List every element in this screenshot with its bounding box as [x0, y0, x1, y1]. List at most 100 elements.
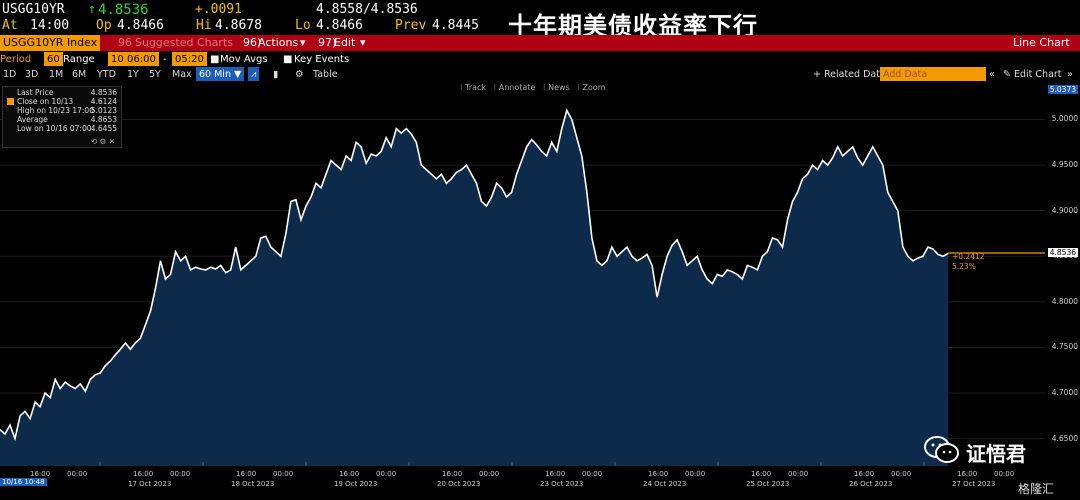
edit-chart-label: Edit Chart [1014, 69, 1062, 80]
annotate-tool[interactable]: ⁝ Annotate [493, 83, 536, 92]
range-1y-button[interactable]: 1Y [127, 69, 139, 80]
x-time-label: 00:00 [67, 470, 88, 478]
range-6m-button[interactable]: 6M [72, 69, 87, 80]
brand-logo: 格隆汇 [1018, 480, 1054, 497]
series-line [0, 108, 949, 442]
edit-number: 97) [318, 36, 337, 49]
bar-chart-icon[interactable]: ▮ [273, 69, 279, 80]
suggested-charts-button[interactable]: Suggested Charts [135, 36, 233, 49]
price-chart[interactable] [0, 83, 1045, 466]
x-time-label: 16:00 [236, 470, 257, 478]
x-date-label: 24 Oct 2023 [643, 480, 687, 488]
y-tick-label: 4.7500 [1051, 342, 1078, 352]
cursor-date-tag: 10/16 10:48 [0, 478, 47, 486]
range-3d-button[interactable]: 3D [25, 69, 39, 80]
actions-number: 96) [243, 36, 262, 49]
x-date-label: 26 Oct 2023 [849, 480, 893, 488]
edit-chart-button[interactable]: ✎ Edit Chart [1000, 67, 1065, 81]
range-1m-button[interactable]: 1M [49, 69, 64, 80]
legend-controls-icon[interactable]: ⟲ ⚙ ✕ [91, 137, 116, 146]
settings-icon[interactable]: ⚙ [295, 69, 304, 80]
x-date-label: 17 Oct 2023 [128, 480, 172, 488]
ticker-symbol[interactable]: USGG10YR [2, 2, 65, 17]
last-price: 4.8536 [98, 2, 149, 18]
range-input[interactable]: 10 [108, 52, 127, 66]
y-tick-label: 4.7000 [1051, 388, 1078, 398]
x-date-label: 23 Oct 2023 [540, 480, 584, 488]
legend-label-low: Low on 10/16 07:00 [17, 124, 92, 133]
key-events-label[interactable]: Key Events [294, 54, 350, 65]
x-time-label: 16:00 [133, 470, 154, 478]
legend-value-average: 4.8653 [90, 115, 117, 124]
at-label: At [2, 18, 18, 33]
interval-dropdown[interactable]: 60 Min ▼ [196, 67, 245, 81]
chart-type-label[interactable]: Line Chart [1013, 36, 1070, 49]
x-date-label: 20 Oct 2023 [437, 480, 481, 488]
legend-label-last: Last Price [17, 88, 54, 97]
legend-value-last: 4.8536 [90, 88, 117, 97]
legend-label-average: Average [17, 115, 48, 124]
add-data-input[interactable]: Add Data [880, 67, 986, 81]
pencil-icon: ✎ [1003, 69, 1011, 80]
legend-label-high: High on 10/23 17:00 [17, 106, 94, 115]
low-value: 4.8466 [316, 18, 363, 33]
y-tick-label: 4.9000 [1051, 205, 1078, 215]
line-chart-icon[interactable]: ⩘ [248, 67, 260, 81]
range-buttons-row: 1D 3D 1M 6M YTD 1Y 5Y Max 60 Min ▼ ⩘ ▮ ⚙… [0, 67, 1080, 83]
time-from-input[interactable]: 06:00 [124, 52, 159, 66]
related-data-button[interactable]: + Related Data [813, 69, 886, 80]
track-tool[interactable]: ⁝ Track [460, 83, 487, 92]
x-time-label: 00:00 [994, 470, 1015, 478]
legend-swatch-close [7, 98, 14, 105]
low-label: Lo [295, 18, 311, 33]
prev-label: Prev [395, 18, 427, 33]
x-time-label: 00:00 [273, 470, 294, 478]
wechat-icon [922, 435, 962, 465]
x-time-label: 16:00 [957, 470, 978, 478]
news-tool[interactable]: ⁝ News [543, 83, 570, 92]
period-input[interactable]: 60 [44, 52, 63, 66]
range-5y-button[interactable]: 5Y [149, 69, 161, 80]
mov-avgs-label[interactable]: Mov Avgs [220, 54, 268, 65]
last-price-tag: 4.8536 [1047, 247, 1078, 257]
edit-menu[interactable]: Edit [334, 36, 356, 49]
time-to-input[interactable]: 05:20 [172, 52, 207, 66]
legend-label-close: Close on 10/13 [17, 97, 74, 106]
top-value-tag: 5.0373 [1047, 85, 1078, 94]
legend-value-close: 4.6124 [90, 97, 117, 106]
y-axis: 4.65004.70004.75004.80004.85004.90004.95… [1045, 83, 1080, 466]
security-field[interactable]: USGG10YR Index [0, 35, 101, 51]
x-time-label: 16:00 [339, 470, 360, 478]
table-button[interactable]: Table [313, 69, 338, 80]
key-events-checkbox-icon[interactable]: ■ [283, 54, 293, 65]
brand-text: 格隆汇 [1018, 482, 1055, 496]
x-time-label: 00:00 [170, 470, 191, 478]
x-time-label: 16:00 [648, 470, 669, 478]
range-max-button[interactable]: Max [172, 69, 192, 80]
change-percent: 5.23% [952, 262, 976, 271]
actions-menu[interactable]: Actions [258, 36, 299, 49]
settings-row: Period 60 Range 10 06:00 - 05:20 ■ Mov A… [0, 52, 1080, 67]
mov-avgs-checkbox-icon[interactable]: ■ [210, 54, 220, 65]
chart-tools: ⁝ Track ⁝ Annotate ⁝ News ⁝ Zoom [460, 83, 606, 92]
y-tick-label: 4.6500 [1051, 433, 1078, 443]
x-time-label: 00:00 [788, 470, 809, 478]
interval-value: 60 Min [199, 69, 231, 80]
high-label: Hi [196, 18, 212, 33]
x-time-label: 16:00 [442, 470, 463, 478]
change-annotation: +0.2412 [952, 252, 985, 261]
y-tick-label: 4.8000 [1051, 296, 1078, 306]
open-value: 4.8466 [117, 18, 164, 33]
quote-header [0, 0, 1080, 35]
range-ytd-button[interactable]: YTD [97, 69, 116, 80]
range-1d-button[interactable]: 1D [3, 69, 17, 80]
x-time-label: 00:00 [479, 470, 500, 478]
zoom-tool[interactable]: ⁝ Zoom [577, 83, 606, 92]
collapse-icon[interactable]: « [989, 69, 995, 80]
caret-down-icon: ▾ [300, 36, 306, 49]
x-time-label: 16:00 [30, 470, 51, 478]
period-label: Period [0, 54, 32, 65]
x-time-label: 00:00 [685, 470, 706, 478]
expand-icon[interactable]: » [1067, 69, 1073, 80]
caret-down-icon: ▾ [360, 36, 366, 49]
